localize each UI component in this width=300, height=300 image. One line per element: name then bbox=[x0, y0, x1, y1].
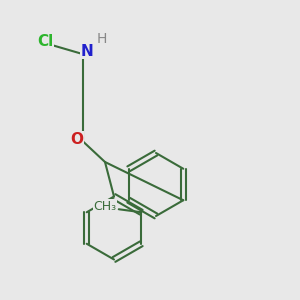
Text: O: O bbox=[70, 132, 84, 147]
Text: CH₃: CH₃ bbox=[94, 200, 117, 213]
Text: H: H bbox=[97, 32, 107, 46]
Text: N: N bbox=[81, 44, 93, 59]
Text: Cl: Cl bbox=[37, 34, 53, 50]
